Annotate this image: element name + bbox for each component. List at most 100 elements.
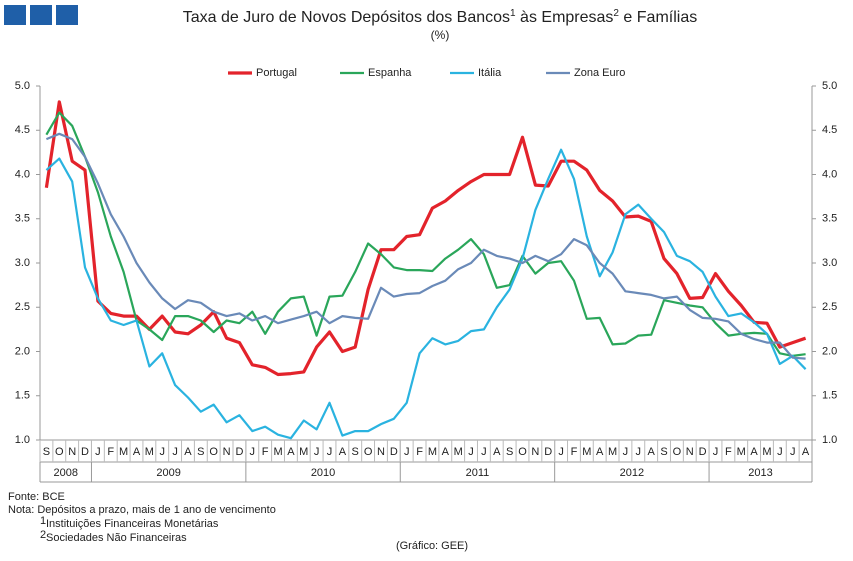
x-tick-label: J bbox=[95, 446, 101, 458]
x-tick-label: A bbox=[339, 446, 347, 458]
legend-label: Zona Euro bbox=[574, 67, 625, 79]
y2-tick-label: 1.0 bbox=[822, 434, 837, 446]
title-part: Taxa de Juro de Novos Depósitos dos Banc… bbox=[183, 9, 510, 26]
x-tick-label: O bbox=[55, 446, 64, 458]
year-label: 2013 bbox=[748, 467, 772, 479]
footnote: Instituições Financeiras Monetárias bbox=[46, 518, 219, 530]
x-tick-label: A bbox=[750, 446, 758, 458]
x-tick-label: M bbox=[145, 446, 154, 458]
x-tick-label: J bbox=[250, 446, 256, 458]
footnote-mark: 2 bbox=[40, 529, 46, 541]
x-tick-label: M bbox=[608, 446, 617, 458]
x-tick-label: O bbox=[209, 446, 218, 458]
x-tick-label: M bbox=[273, 446, 282, 458]
y2-tick-label: 5.0 bbox=[822, 80, 837, 92]
year-label: 2010 bbox=[311, 467, 335, 479]
x-tick-label: F bbox=[107, 446, 114, 458]
chart-title: Taxa de Juro de Novos Depósitos dos Banc… bbox=[183, 8, 697, 27]
chart-subtitle: (%) bbox=[431, 28, 450, 42]
x-tick-label: J bbox=[468, 446, 474, 458]
x-tick-label: F bbox=[416, 446, 423, 458]
title-part: e Famílias bbox=[619, 9, 697, 26]
x-tick-label: M bbox=[737, 446, 746, 458]
x-tick-label: F bbox=[262, 446, 269, 458]
title-part: às Empresas bbox=[516, 9, 614, 26]
series-line bbox=[45, 111, 806, 357]
x-tick-label: N bbox=[68, 446, 76, 458]
x-tick-label: A bbox=[287, 446, 295, 458]
x-tick-label: N bbox=[223, 446, 231, 458]
logo-block bbox=[56, 5, 78, 25]
series-line bbox=[45, 148, 807, 440]
series-line bbox=[45, 132, 806, 360]
credit: (Gráfico: GEE) bbox=[396, 540, 468, 552]
y-tick-label: 3.5 bbox=[15, 213, 30, 225]
legend-label: Portugal bbox=[256, 67, 297, 79]
year-label: 2012 bbox=[620, 467, 644, 479]
x-tick-label: M bbox=[454, 446, 463, 458]
y2-tick-label: 1.5 bbox=[822, 390, 837, 402]
x-tick-label: S bbox=[197, 446, 204, 458]
title-sup: 1 bbox=[510, 8, 516, 19]
y2-tick-label: 4.5 bbox=[822, 124, 837, 136]
series-line bbox=[44, 100, 807, 377]
x-tick-label: J bbox=[172, 446, 178, 458]
x-tick-label: N bbox=[377, 446, 385, 458]
x-tick-label: M bbox=[119, 446, 128, 458]
y-tick-label: 4.5 bbox=[15, 124, 30, 136]
x-tick-label: M bbox=[762, 446, 771, 458]
x-tick-label: J bbox=[159, 446, 165, 458]
y-tick-label: 5.0 bbox=[15, 80, 30, 92]
x-tick-label: A bbox=[802, 446, 810, 458]
logo-block bbox=[30, 5, 52, 25]
y-tick-label: 2.5 bbox=[15, 301, 30, 313]
x-tick-label: M bbox=[428, 446, 437, 458]
y2-tick-label: 2.5 bbox=[822, 301, 837, 313]
x-tick-label: A bbox=[596, 446, 604, 458]
x-tick-label: A bbox=[442, 446, 450, 458]
x-tick-label: S bbox=[660, 446, 667, 458]
year-label: 2009 bbox=[156, 467, 180, 479]
logo-block bbox=[4, 5, 26, 25]
x-tick-label: M bbox=[299, 446, 308, 458]
footnote: Sociedades Não Financeiras bbox=[46, 532, 187, 544]
x-tick-label: J bbox=[713, 446, 719, 458]
x-tick-label: O bbox=[364, 446, 373, 458]
x-tick-label: A bbox=[493, 446, 501, 458]
x-tick-label: J bbox=[636, 446, 642, 458]
x-tick-label: J bbox=[558, 446, 564, 458]
x-tick-label: J bbox=[777, 446, 783, 458]
y-tick-label: 1.5 bbox=[15, 390, 30, 402]
x-tick-label: N bbox=[686, 446, 694, 458]
y2-tick-label: 4.0 bbox=[822, 168, 837, 180]
x-tick-label: A bbox=[184, 446, 192, 458]
footnote-mark: 1 bbox=[40, 515, 46, 527]
legend-label: Itália bbox=[478, 67, 502, 79]
x-tick-label: F bbox=[571, 446, 578, 458]
x-tick-label: J bbox=[404, 446, 410, 458]
x-tick-label: A bbox=[647, 446, 655, 458]
x-tick-label: F bbox=[725, 446, 732, 458]
x-tick-label: J bbox=[327, 446, 333, 458]
x-tick-label: S bbox=[43, 446, 50, 458]
x-tick-label: J bbox=[314, 446, 320, 458]
x-tick-label: S bbox=[352, 446, 359, 458]
y-tick-label: 1.0 bbox=[15, 434, 30, 446]
x-tick-label: S bbox=[506, 446, 513, 458]
title-sup: 2 bbox=[613, 8, 619, 19]
x-tick-label: J bbox=[481, 446, 487, 458]
y2-tick-label: 3.5 bbox=[822, 213, 837, 225]
y2-tick-label: 2.0 bbox=[822, 345, 837, 357]
x-tick-label: D bbox=[81, 446, 89, 458]
x-tick-label: J bbox=[790, 446, 796, 458]
year-label: 2008 bbox=[53, 467, 77, 479]
year-label: 2011 bbox=[466, 467, 490, 479]
x-tick-label: D bbox=[390, 446, 398, 458]
x-tick-label: A bbox=[133, 446, 141, 458]
x-tick-label: D bbox=[235, 446, 243, 458]
y2-tick-label: 3.0 bbox=[822, 257, 837, 269]
x-tick-label: D bbox=[544, 446, 552, 458]
x-tick-label: O bbox=[518, 446, 527, 458]
y-tick-label: 4.0 bbox=[15, 168, 30, 180]
